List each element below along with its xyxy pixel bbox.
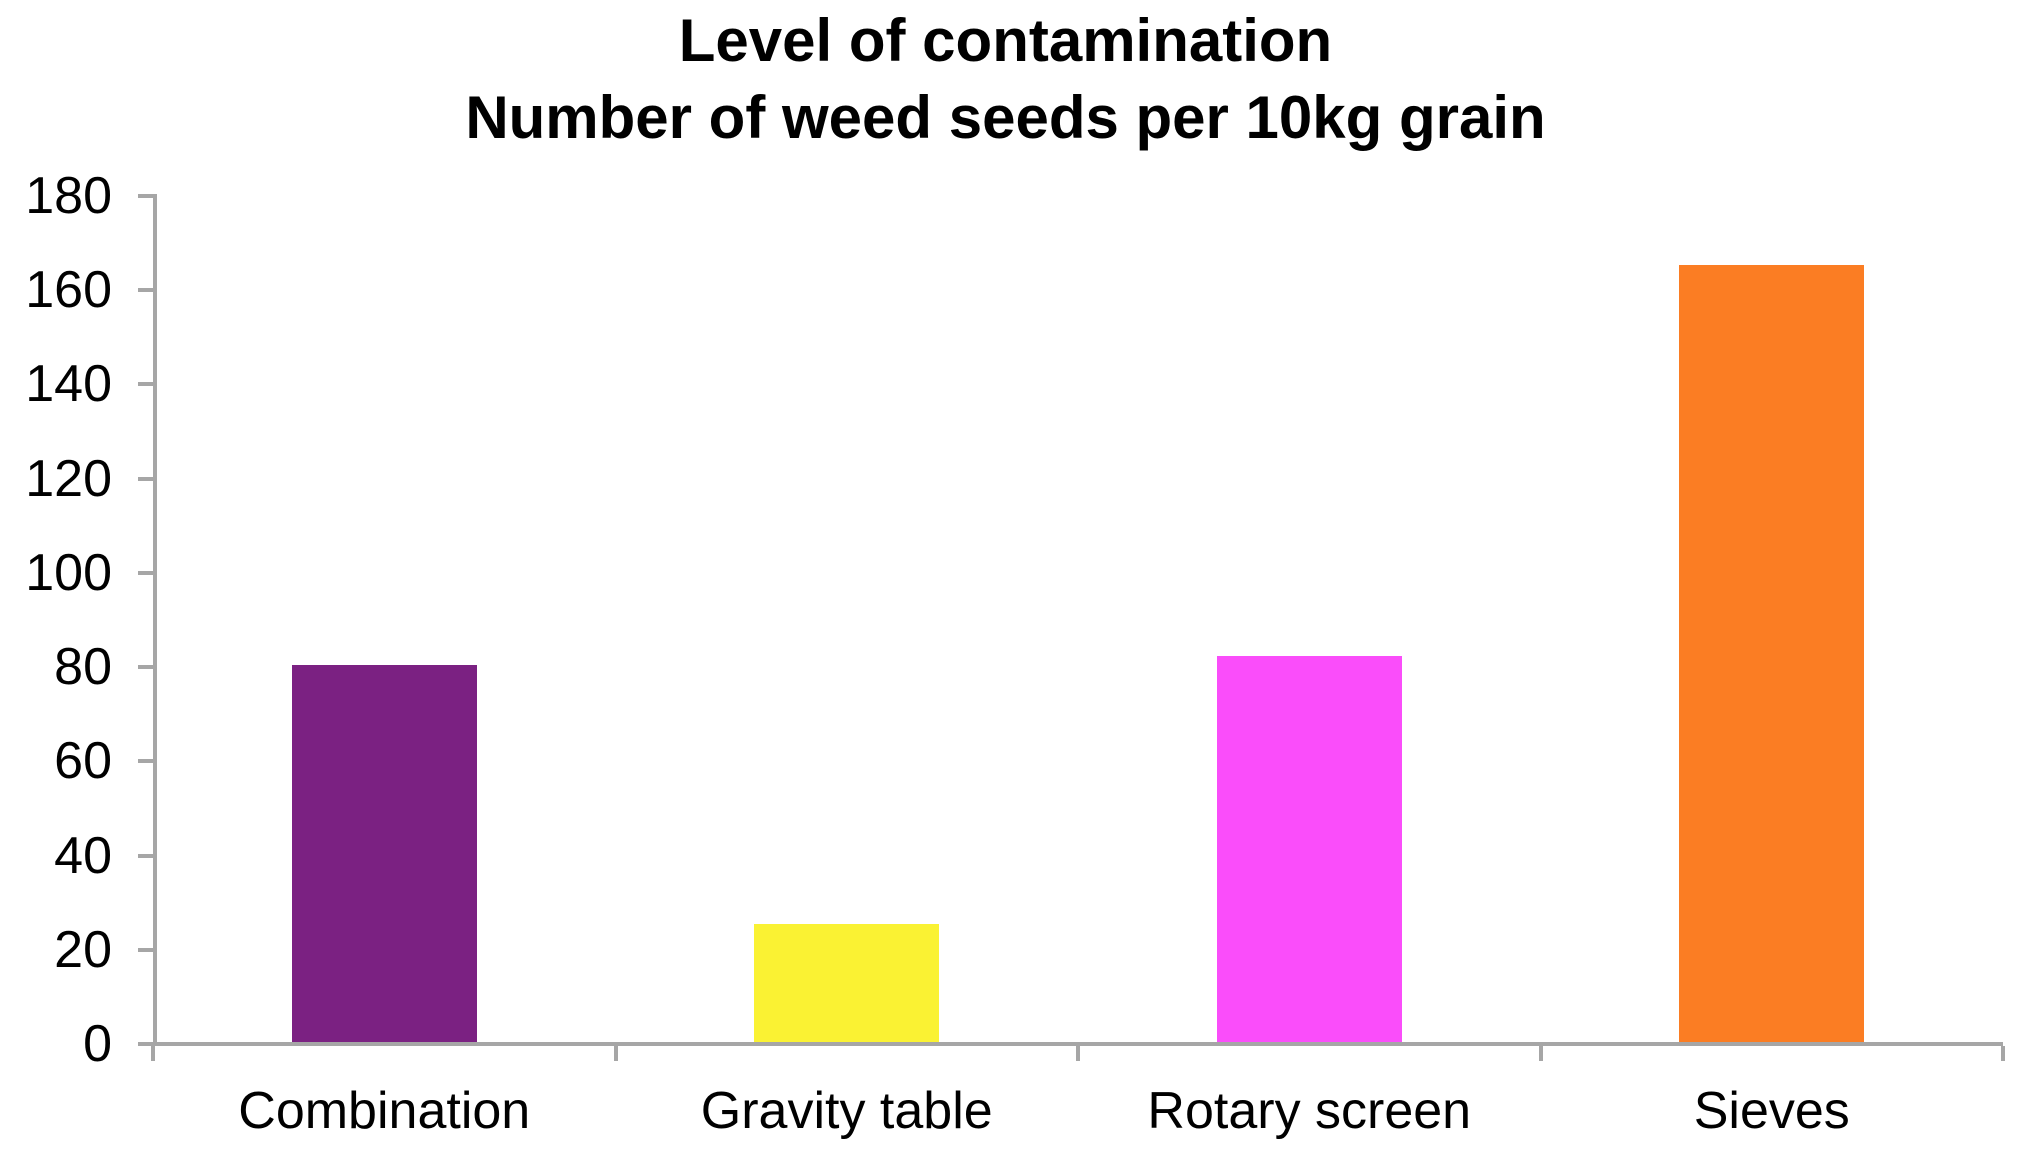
x-category-label: Gravity table	[700, 1082, 993, 1140]
y-tick	[138, 1042, 153, 1046]
y-axis-line	[153, 194, 157, 1046]
y-tick	[138, 853, 153, 858]
x-tick	[151, 1046, 155, 1061]
y-tick	[138, 759, 153, 764]
x-tick	[1538, 1046, 1543, 1061]
x-category-label: Sieves	[1693, 1082, 1850, 1140]
y-tick	[138, 288, 153, 293]
y-tick	[138, 570, 153, 575]
x-tick	[613, 1046, 618, 1061]
bar-sieves	[1679, 264, 1865, 1042]
y-tick	[138, 382, 153, 387]
x-category-label: Rotary screen	[1147, 1082, 1472, 1140]
bar-combination	[291, 665, 477, 1042]
chart-title-line2: Number of weed seeds per 10kg grain	[465, 84, 1546, 151]
x-axis-line	[153, 1042, 2003, 1046]
y-tick-label: 100	[25, 543, 112, 602]
y-tick-label: 140	[25, 355, 112, 414]
bar-rotary-screen	[1216, 655, 1402, 1042]
chart-title: Level of contamination Number of weed se…	[0, 2, 2011, 156]
y-tick-label: 20	[54, 920, 112, 979]
x-tick	[1076, 1046, 1080, 1061]
y-tick-label: 180	[25, 167, 112, 225]
chart-title-line1: Level of contamination	[678, 7, 1333, 74]
y-tick-label: 160	[25, 261, 112, 320]
y-tick-label: 120	[25, 449, 112, 508]
y-tick	[138, 665, 153, 670]
y-tick-label: 80	[54, 638, 112, 697]
bar-gravity-table	[754, 924, 940, 1042]
y-tick-label: 0	[83, 1015, 112, 1073]
x-tick	[2001, 1046, 2005, 1061]
y-tick-label: 40	[54, 826, 112, 885]
y-tick	[138, 194, 153, 198]
y-tick	[138, 476, 153, 481]
x-category-label: Combination	[238, 1082, 531, 1140]
y-tick	[138, 947, 153, 952]
y-tick-label: 60	[54, 732, 112, 791]
